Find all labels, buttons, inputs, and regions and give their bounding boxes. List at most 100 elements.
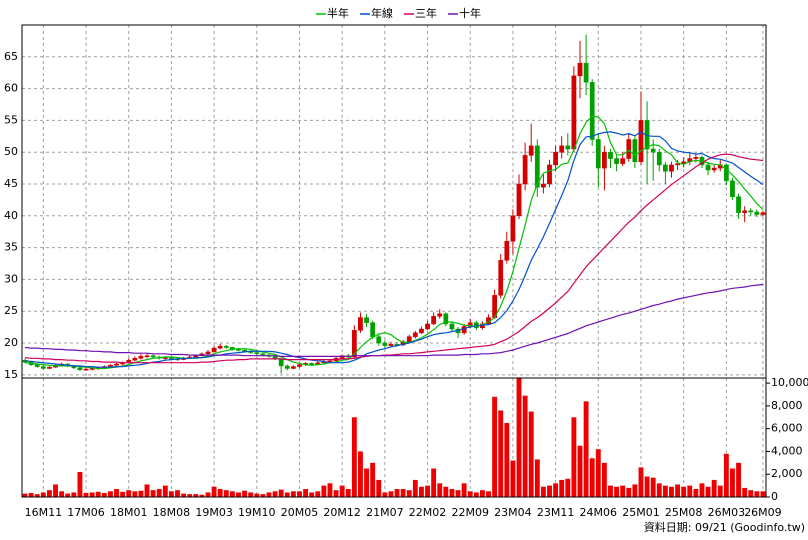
candle-body	[284, 365, 290, 369]
candle-body	[461, 326, 467, 334]
candle-body	[571, 75, 577, 150]
candle-body	[114, 363, 119, 366]
candle-body	[205, 351, 211, 355]
volume-bar	[437, 483, 443, 497]
volume-bar	[193, 494, 199, 497]
x-tick-label: 24M06	[580, 506, 618, 519]
volume-bar	[83, 493, 89, 497]
candle-body	[754, 211, 760, 215]
x-tick-label: 22M02	[409, 506, 447, 519]
candle-body	[614, 158, 619, 164]
volume-bar	[565, 478, 571, 497]
volume-bar	[516, 377, 522, 497]
volume-bar	[370, 462, 376, 497]
volume-bar	[278, 489, 284, 497]
volume-bar	[327, 483, 333, 497]
volume-bar	[467, 491, 473, 497]
candle-body	[89, 368, 95, 370]
volume-bar	[589, 458, 595, 497]
candle-body	[602, 151, 607, 169]
volume-bar	[150, 490, 156, 497]
candle-body	[626, 139, 632, 159]
candle-body	[736, 196, 741, 213]
candle-body	[169, 357, 174, 360]
volume-bar	[229, 491, 235, 497]
candle-body	[608, 151, 613, 159]
candle-body	[559, 145, 565, 153]
candle-body	[339, 355, 345, 359]
volume-bar	[650, 477, 656, 497]
candle-body	[412, 332, 418, 337]
volume-bar	[303, 489, 309, 497]
y2-tick-label: 4,000	[771, 444, 803, 457]
candle-body	[254, 352, 260, 355]
volume-bar	[443, 486, 449, 497]
volume-bar	[571, 417, 577, 497]
candle-body	[504, 241, 510, 261]
candle-body	[351, 330, 357, 358]
x-tick-label: 16M11	[25, 506, 63, 519]
volume-bar	[412, 479, 418, 497]
volume-bar	[120, 491, 126, 497]
candle-body	[83, 368, 89, 371]
x-tick-label: 25M01	[622, 506, 660, 519]
y-tick-label: 20	[4, 336, 18, 349]
candle-body	[290, 366, 296, 369]
candle-body	[656, 151, 662, 166]
volume-bar	[498, 410, 504, 497]
volume-bar	[162, 485, 168, 497]
volume-bar	[126, 490, 132, 497]
candle-body	[510, 215, 516, 242]
volume-bar	[760, 491, 766, 497]
volume-bar	[461, 483, 467, 497]
volume-bar	[95, 491, 101, 497]
candle-body	[498, 260, 504, 296]
y-tick-label: 55	[4, 113, 18, 126]
volume-bar	[284, 492, 290, 497]
volume-bar	[486, 491, 491, 497]
volume-bar	[217, 489, 223, 497]
x-tick-label: 18M08	[153, 506, 191, 519]
candle-body	[364, 317, 369, 323]
y-tick-label: 60	[4, 82, 18, 95]
candle-body	[516, 183, 522, 217]
legend-label: 十年	[459, 6, 481, 20]
volume-bar	[272, 491, 278, 497]
volume-bar	[266, 492, 272, 497]
volume-bar	[223, 490, 229, 497]
y2-tick-label: 10,000	[771, 376, 808, 389]
candle-body	[223, 345, 229, 348]
volume-bar	[376, 479, 382, 497]
volume-bar	[632, 484, 638, 497]
volume-bar	[205, 492, 211, 497]
volume-bar	[705, 486, 711, 497]
candle-body	[620, 158, 626, 164]
volume-bar	[138, 490, 144, 497]
volume-bar	[626, 487, 632, 497]
volume-bar	[675, 484, 681, 497]
y-tick-label: 40	[4, 209, 18, 222]
candle-body	[632, 139, 638, 162]
candle-body	[541, 183, 546, 188]
volume-bar	[730, 468, 735, 497]
candle-body	[358, 317, 363, 331]
volume-bar	[339, 485, 345, 497]
volume-bar	[114, 489, 119, 497]
volume-bar	[595, 449, 601, 497]
volume-bar	[699, 483, 705, 497]
volume-bar	[681, 486, 687, 497]
candle-body	[534, 145, 540, 188]
candle-body	[577, 62, 583, 77]
candle-body	[662, 164, 668, 172]
candle-body	[425, 323, 430, 330]
candle-body	[681, 161, 687, 164]
volume-bar	[504, 422, 510, 497]
y-tick-label: 30	[4, 272, 18, 285]
candle-body	[760, 212, 766, 215]
candle-body	[730, 180, 735, 197]
volume-bar	[687, 485, 693, 497]
plot-frame	[21, 24, 767, 498]
volume-bar	[65, 493, 71, 497]
volume-bar	[168, 491, 174, 497]
